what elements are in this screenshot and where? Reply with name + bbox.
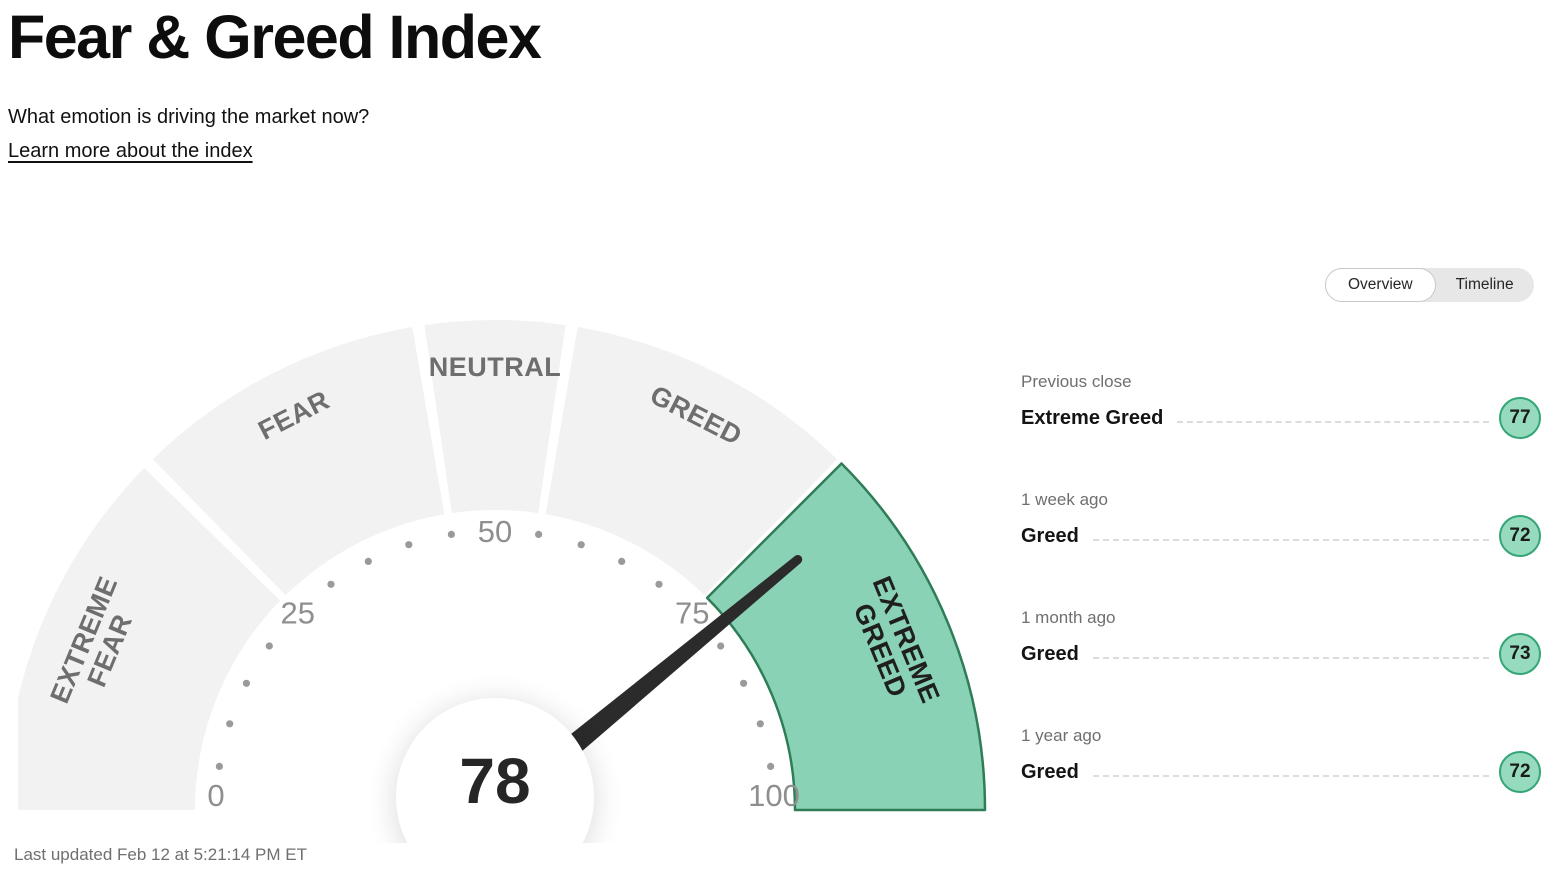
history-row-1-month: 1 month ago Greed 73 — [1021, 608, 1541, 675]
history-sentiment: Greed — [1021, 642, 1079, 665]
score-badge: 72 — [1499, 515, 1541, 557]
tab-overview[interactable]: Overview — [1325, 268, 1436, 302]
gauge-score-value: 78 — [459, 745, 530, 817]
gauge-segment-fear — [152, 327, 445, 596]
page-title: Fear & Greed Index — [8, 3, 542, 71]
history-row-1-year: 1 year ago Greed 72 — [1021, 726, 1541, 793]
dotted-leader — [1092, 655, 1489, 659]
gauge-minor-tick — [618, 557, 626, 565]
gauge-minor-tick — [447, 530, 455, 538]
gauge-tick-label: 75 — [675, 596, 709, 631]
gauge-minor-tick — [756, 720, 764, 728]
history-row-1-week: 1 week ago Greed 72 — [1021, 490, 1541, 557]
gauge-minor-tick — [226, 720, 234, 728]
gauge-center-disc — [396, 698, 594, 876]
gauge-minor-tick — [577, 541, 585, 549]
gauge-segment-neutral — [424, 319, 566, 514]
gauge-minor-tick — [242, 679, 250, 687]
history-period: 1 year ago — [1021, 726, 1102, 745]
gauge-tick-label: 25 — [280, 596, 314, 631]
gauge-minor-tick — [740, 679, 748, 687]
gauge-minor-tick — [655, 580, 663, 588]
gauge-ticks: 0 25 50 75 100 — [207, 514, 799, 813]
gauge-svg: EXTREMEFEARFEARNEUTRALGREEDEXTREMEGREED … — [5, 319, 987, 876]
gauge-tick-label: 100 — [748, 778, 800, 813]
gauge-minor-tick — [265, 642, 273, 650]
gauge-minor-tick — [767, 762, 775, 770]
gauge-segment-greed — [545, 327, 838, 596]
history-period: 1 week ago — [1021, 490, 1108, 509]
history-sentiment: Greed — [1021, 524, 1079, 547]
score-badge: 77 — [1499, 397, 1541, 439]
learn-more-link[interactable]: Learn more about the index — [8, 140, 253, 162]
dotted-leader — [1092, 773, 1489, 777]
score-badge: 72 — [1499, 751, 1541, 793]
gauge-minor-tick — [717, 642, 725, 650]
gauge-needle — [534, 554, 803, 781]
last-updated: Last updated Feb 12 at 5:21:14 PM ET — [14, 845, 307, 864]
gauge-minor-tick — [405, 541, 413, 549]
history-period: Previous close — [1021, 372, 1132, 391]
gauge-segment-extreme-fear — [5, 467, 281, 810]
history-period: 1 month ago — [1021, 608, 1116, 627]
dotted-leader — [1092, 537, 1489, 541]
gauge-tick-label: 50 — [478, 514, 512, 549]
gauge-minor-tick — [364, 557, 372, 565]
dotted-leader — [1177, 419, 1489, 423]
history-panel: Previous close Extreme Greed 77 1 week a… — [1021, 372, 1541, 844]
history-sentiment: Greed — [1021, 760, 1079, 783]
fear-greed-gauge: EXTREMEFEAR FEAR NEUTRAL GREED EXTREMEGREED … — [5, 318, 993, 876]
history-row-previous-close: Previous close Extreme Greed 77 — [1021, 372, 1541, 439]
gauge-minor-tick — [327, 580, 335, 588]
gauge-tick-label: 0 — [207, 778, 224, 813]
gauge-minor-tick — [215, 762, 223, 770]
tab-timeline[interactable]: Timeline — [1436, 268, 1534, 302]
gauge-minor-tick — [535, 530, 543, 538]
history-sentiment: Extreme Greed — [1021, 406, 1164, 429]
gauge-segment-extreme-greed — [705, 462, 987, 812]
view-toggle: Overview Timeline — [1325, 268, 1534, 302]
page-subtitle: What emotion is driving the market now? — [8, 106, 370, 128]
gauge-segment-label: NEUTRAL — [429, 352, 562, 382]
score-badge: 73 — [1499, 633, 1541, 675]
